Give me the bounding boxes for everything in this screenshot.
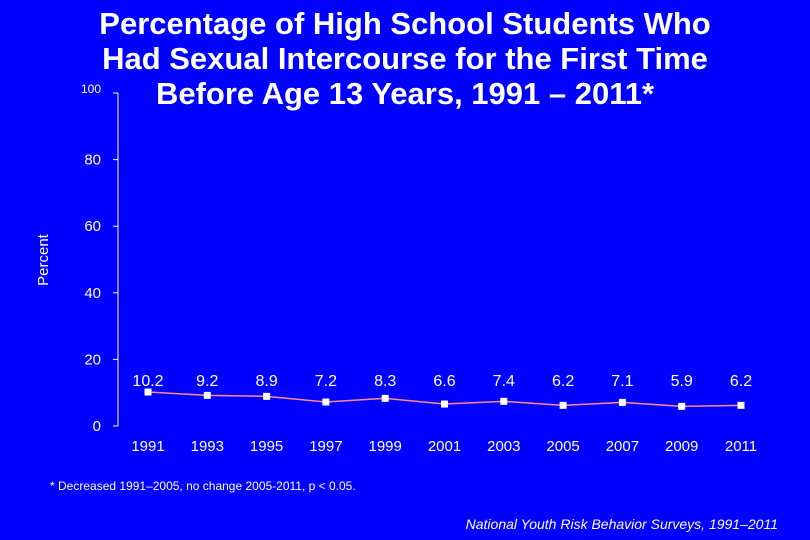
data-point bbox=[618, 398, 626, 406]
data-point bbox=[203, 391, 211, 399]
data-label: 6.6 bbox=[433, 373, 455, 390]
data-point bbox=[441, 400, 448, 408]
data-label: 7.1 bbox=[611, 373, 633, 390]
x-tick-label: 1991 bbox=[131, 438, 164, 455]
data-label: 7.4 bbox=[493, 373, 515, 390]
x-tick-label: 2011 bbox=[725, 438, 757, 455]
x-tick-label: 1993 bbox=[191, 438, 224, 455]
data-label: 9.2 bbox=[196, 373, 218, 390]
data-point bbox=[737, 401, 745, 409]
y-tick-label: 80 bbox=[84, 152, 101, 169]
y-tick-label: 40 bbox=[84, 285, 101, 302]
data-point bbox=[500, 397, 508, 405]
y-axis-label: Percent bbox=[35, 233, 52, 286]
x-tick-label: 1999 bbox=[369, 438, 402, 455]
x-tick-label: 1995 bbox=[250, 438, 283, 455]
y-tick-label: 100 bbox=[81, 82, 101, 96]
data-label: 10.2 bbox=[132, 373, 163, 390]
source-credit: National Youth Risk Behavior Surveys, 19… bbox=[465, 516, 778, 532]
footnote: * Decreased 1991–2005, no change 2005-20… bbox=[50, 479, 356, 493]
y-tick-label: 60 bbox=[84, 218, 101, 235]
title-line-2: Had Sexual Intercourse for the First Tim… bbox=[102, 41, 708, 76]
x-tick-label: 2005 bbox=[546, 438, 579, 455]
x-tick-label: 1997 bbox=[309, 438, 342, 455]
x-tick-label: 2009 bbox=[665, 438, 698, 455]
data-point bbox=[144, 388, 152, 396]
data-point bbox=[322, 398, 330, 406]
data-label: 5.9 bbox=[671, 373, 693, 390]
title-line-1: Percentage of High School Students Who bbox=[99, 6, 711, 41]
data-label: 6.2 bbox=[730, 373, 752, 390]
chart-title: Percentage of High School Students Who H… bbox=[0, 6, 810, 111]
y-tick-label: 0 bbox=[93, 418, 101, 435]
data-point bbox=[678, 402, 686, 410]
data-label: 7.2 bbox=[315, 373, 337, 390]
data-point bbox=[381, 394, 389, 402]
data-point bbox=[263, 392, 271, 400]
x-tick-label: 2001 bbox=[428, 438, 461, 455]
x-tick-label: 2003 bbox=[487, 438, 520, 455]
x-tick-label: 2007 bbox=[606, 438, 639, 455]
data-point bbox=[559, 401, 567, 409]
title-line-3: Before Age 13 Years, 1991 – 2011* bbox=[155, 76, 655, 111]
y-tick-label: 20 bbox=[84, 351, 101, 368]
data-label: 8.3 bbox=[374, 373, 396, 390]
data-label: 8.9 bbox=[255, 373, 277, 390]
data-label: 6.2 bbox=[552, 373, 574, 390]
